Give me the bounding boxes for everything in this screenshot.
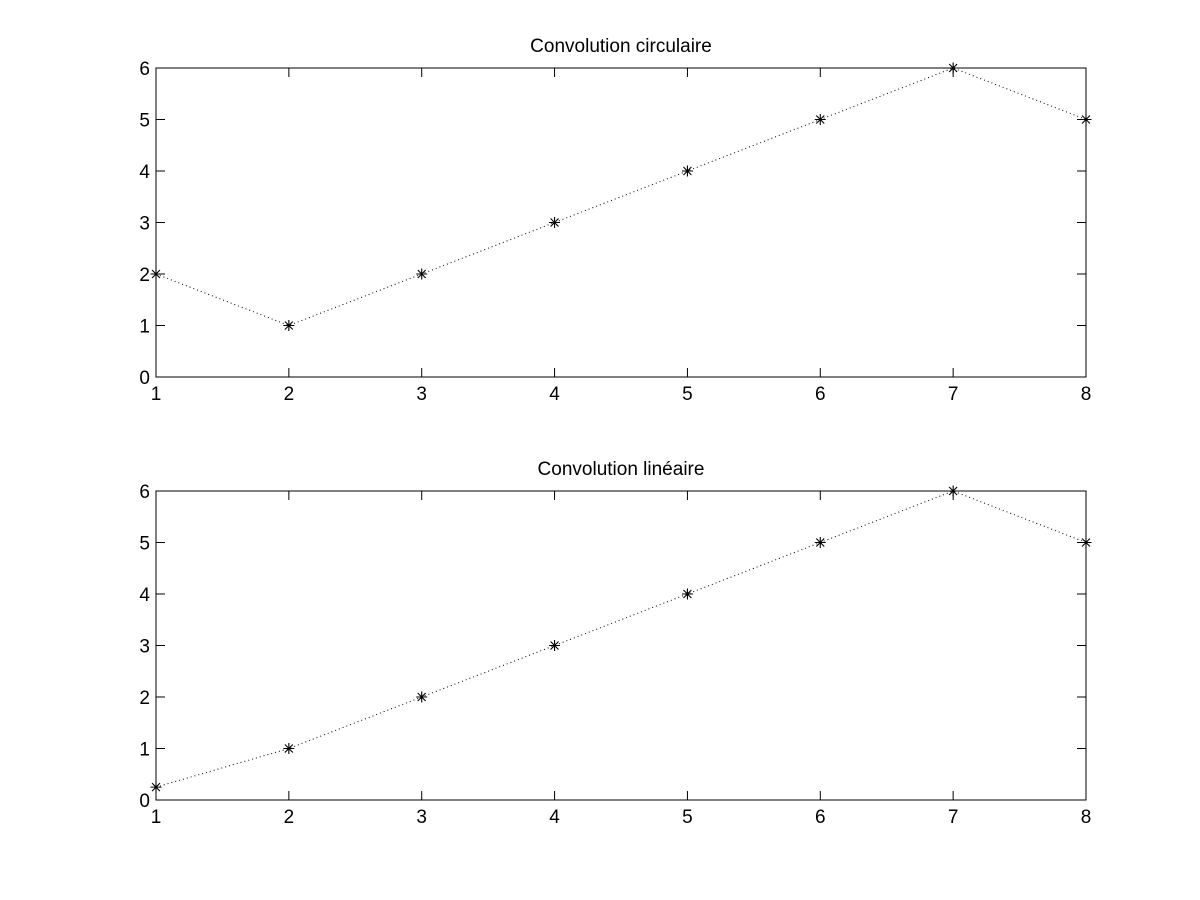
x-tick-label: 2 xyxy=(284,807,295,828)
data-point-marker xyxy=(283,320,295,331)
data-point-marker xyxy=(549,217,561,228)
y-tick-label: 2 xyxy=(139,688,150,709)
axes-box xyxy=(155,490,1087,801)
x-tick-label: 3 xyxy=(416,807,427,828)
y-tick-label: 2 xyxy=(139,265,150,286)
x-tick-label: 1 xyxy=(151,807,162,828)
x-tick-label: 1 xyxy=(151,384,162,405)
data-point-marker xyxy=(947,62,959,74)
x-tick-label: 7 xyxy=(948,807,959,828)
chart-title: Convolution circulaire xyxy=(530,36,712,57)
tick-marks xyxy=(155,490,1087,801)
axes-box xyxy=(155,67,1087,378)
y-tick-label: 6 xyxy=(139,59,150,80)
chart-title: Convolution linéaire xyxy=(538,459,705,480)
data-point-marker xyxy=(549,640,561,651)
data-point-marker xyxy=(814,114,826,125)
data-point-marker xyxy=(150,781,162,793)
y-tick-label: 1 xyxy=(139,740,150,761)
y-tick-label: 6 xyxy=(139,482,150,503)
x-tick-label: 8 xyxy=(1081,384,1092,405)
y-tick-label: 5 xyxy=(139,534,150,555)
x-tick-label: 7 xyxy=(948,384,959,405)
x-tick-label: 5 xyxy=(682,807,693,828)
data-point-marker xyxy=(681,588,693,600)
y-tick-label: 5 xyxy=(139,111,150,132)
data-point-marker xyxy=(150,268,162,280)
x-tick-label: 4 xyxy=(549,384,560,405)
data-point-marker xyxy=(947,485,959,497)
x-tick-label: 2 xyxy=(284,384,295,405)
x-tick-label: 6 xyxy=(815,807,826,828)
data-point-marker xyxy=(416,268,428,280)
y-tick-label: 3 xyxy=(139,637,150,658)
y-tick-label: 1 xyxy=(139,317,150,338)
tick-marks xyxy=(155,67,1087,378)
x-tick-label: 8 xyxy=(1081,807,1092,828)
series xyxy=(150,62,1092,331)
y-tick-label: 4 xyxy=(139,585,150,606)
x-tick-label: 5 xyxy=(682,384,693,405)
data-point-marker xyxy=(1080,114,1092,125)
x-tick-label: 6 xyxy=(815,384,826,405)
y-tick-label: 4 xyxy=(139,162,150,183)
x-tick-label: 3 xyxy=(416,384,427,405)
data-point-marker xyxy=(283,743,295,754)
data-point-marker xyxy=(814,537,826,548)
y-tick-label: 0 xyxy=(139,791,150,812)
data-point-marker xyxy=(1080,537,1092,548)
series xyxy=(150,485,1092,793)
y-tick-label: 3 xyxy=(139,214,150,235)
x-tick-label: 4 xyxy=(549,807,560,828)
data-point-marker xyxy=(681,165,693,177)
y-tick-label: 0 xyxy=(139,368,150,389)
data-point-marker xyxy=(416,691,428,703)
